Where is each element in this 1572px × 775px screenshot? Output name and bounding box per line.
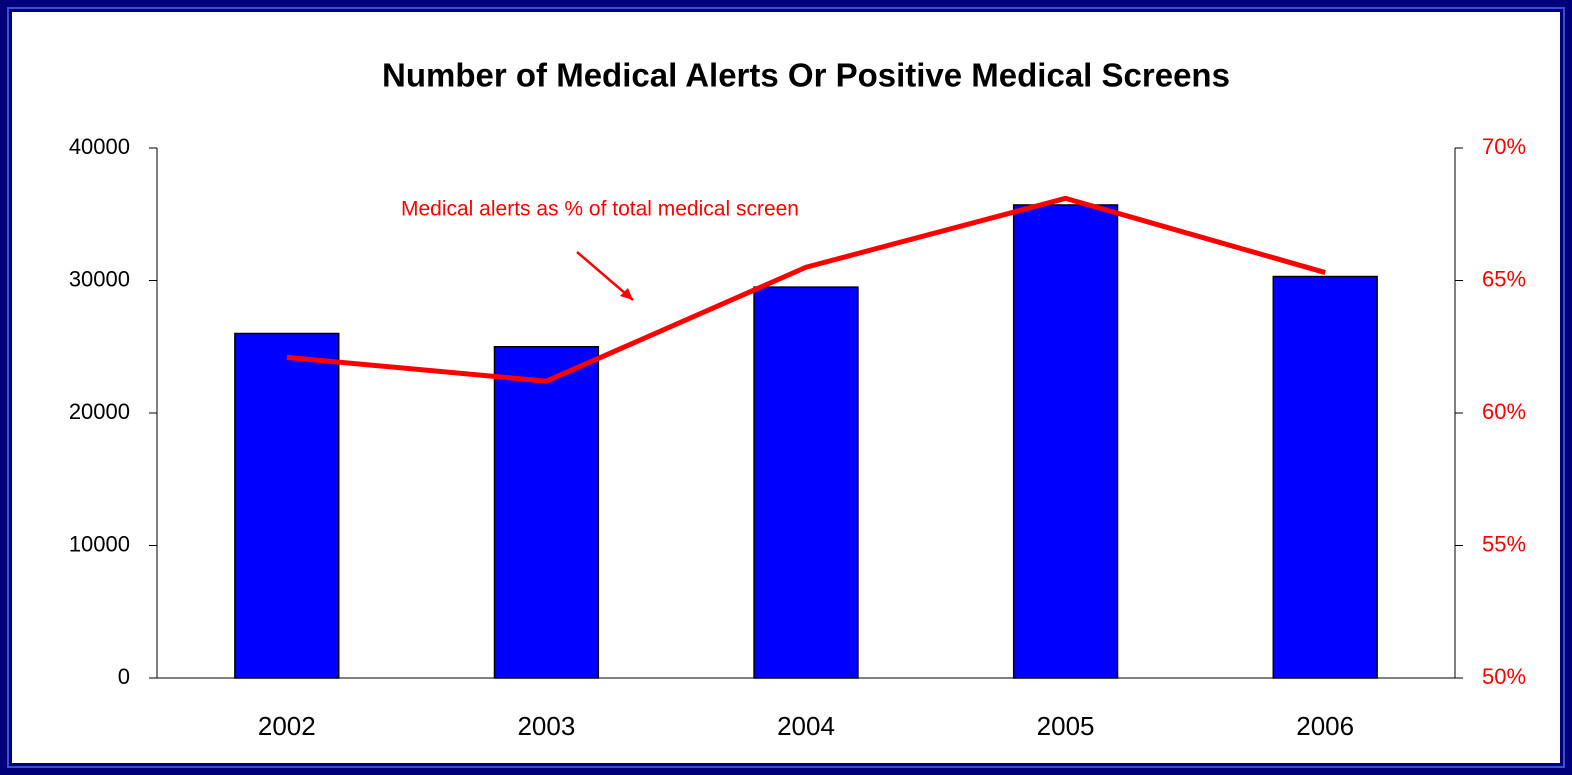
bar <box>234 332 340 679</box>
arrow-head <box>620 288 633 300</box>
bar <box>753 286 859 679</box>
x-tick-label: 2004 <box>777 711 835 741</box>
y2-tick-label: 55% <box>1482 531 1526 556</box>
bar <box>493 346 600 679</box>
annotation: Medical alerts as % of total medical scr… <box>401 198 799 221</box>
y2-tick-label: 50% <box>1482 664 1526 689</box>
line <box>286 195 1326 384</box>
y2-tick-label: 65% <box>1482 266 1526 291</box>
x-tick-label: 2003 <box>517 711 575 741</box>
x-tick-label: 2006 <box>1296 711 1354 741</box>
y2-tick-label: 60% <box>1482 399 1526 424</box>
chart-title: Number of Medical Alerts Or Positive Med… <box>382 57 1230 94</box>
annotation-arrow <box>576 251 634 301</box>
y-tick-label: 0 <box>118 664 130 689</box>
bar <box>1012 204 1119 679</box>
y-tick-label: 40000 <box>69 134 130 159</box>
y-tick-label: 10000 <box>69 531 130 556</box>
bar <box>1272 275 1378 679</box>
x-tick-label: 2002 <box>258 711 316 741</box>
y-tick-label: 20000 <box>69 399 130 424</box>
y-tick-label: 30000 <box>69 266 130 291</box>
frame-line <box>7 7 1565 768</box>
y2-tick-label: 70% <box>1482 134 1526 159</box>
x-tick-label: 2005 <box>1037 711 1095 741</box>
